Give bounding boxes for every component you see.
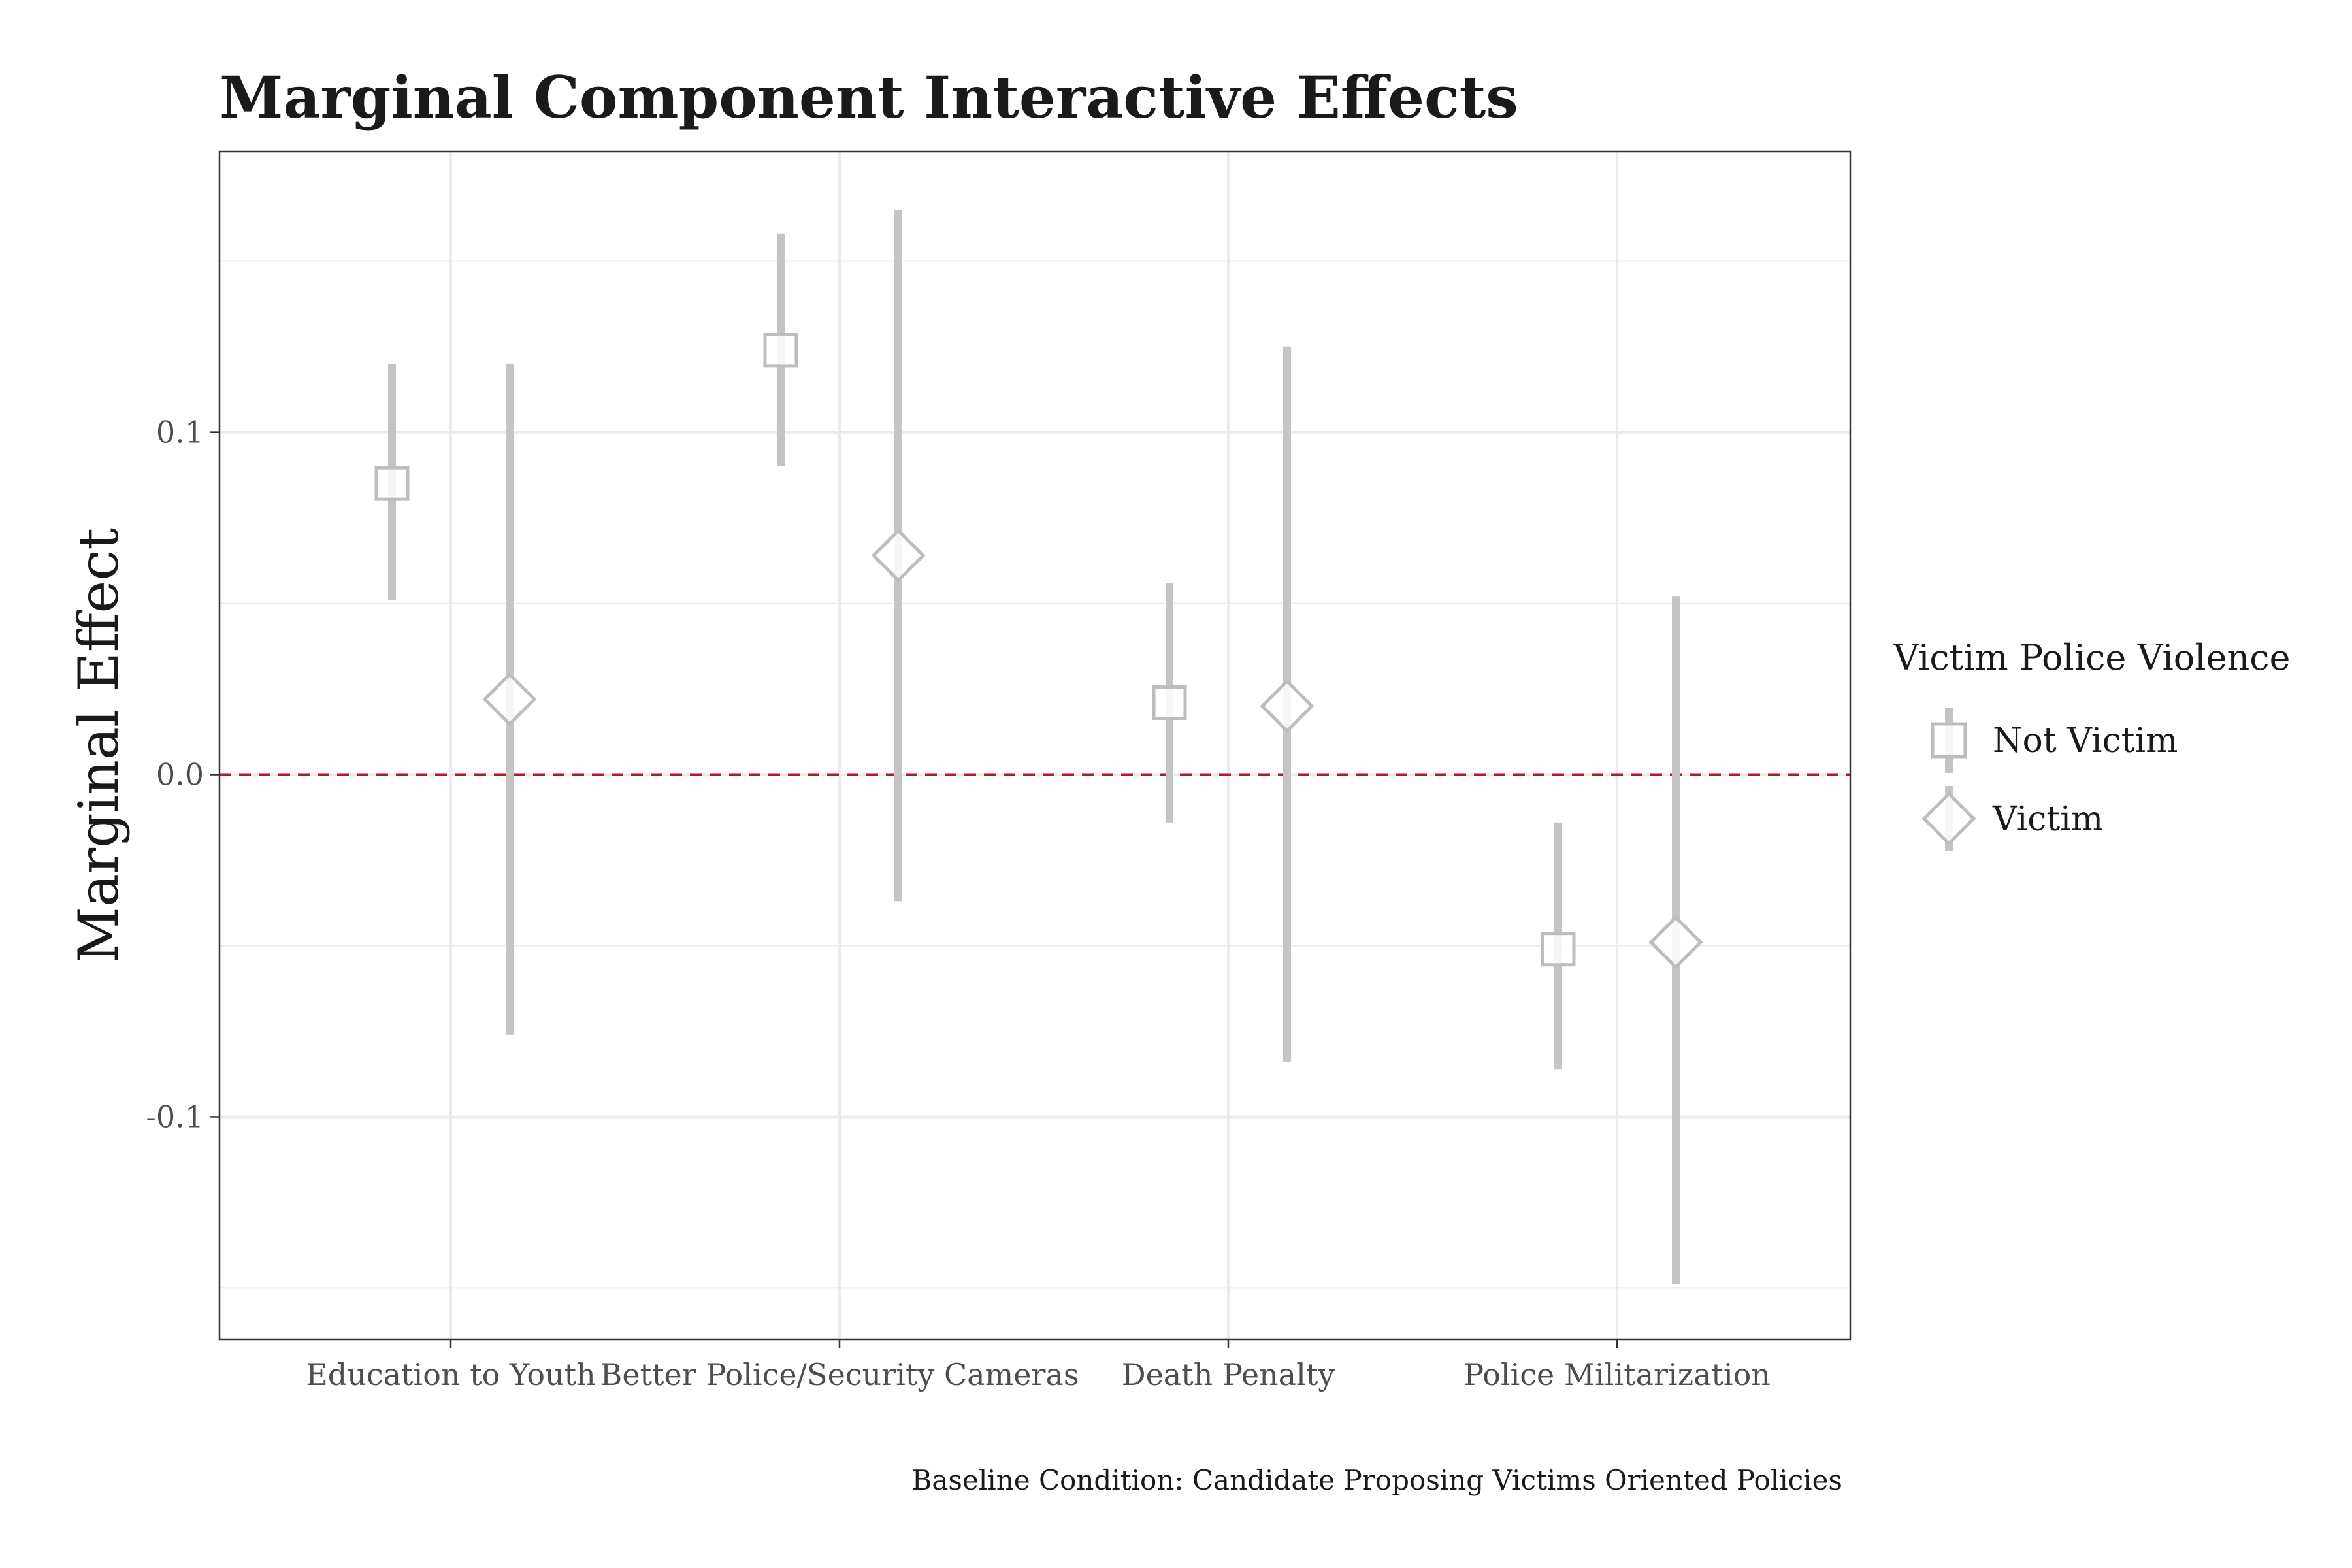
legend-label-1: Victim xyxy=(1992,800,2103,839)
point-0-2 xyxy=(1152,685,1187,721)
legend-key-marker-0 xyxy=(1931,722,1967,759)
legend-label-0: Not Victim xyxy=(1993,721,2178,760)
point-1-1 xyxy=(871,528,926,583)
plot-panel xyxy=(218,150,1852,1341)
x-tick-label-2: Death Penalty xyxy=(1122,1357,1335,1392)
grid xyxy=(220,152,1850,1339)
legend: Victim Police Violence Not Victim Victim xyxy=(1893,637,2291,851)
point-0-3 xyxy=(1541,932,1576,967)
point-1-2 xyxy=(1260,679,1315,734)
y-axis: -0.1 0.0 0.1 xyxy=(146,415,220,1134)
x-tick-label-1: Better Police/Security Cameras xyxy=(600,1357,1079,1392)
x-tick-label-0: Education to Youth xyxy=(306,1357,596,1392)
x-tick-label-3: Police Militarization xyxy=(1463,1357,1771,1392)
y-tick-label-2: 0.1 xyxy=(156,415,204,450)
legend-title: Victim Police Violence xyxy=(1893,637,2291,678)
x-axis: Education to Youth Better Police/Security… xyxy=(306,1339,1771,1392)
caption: Baseline Condition: Candidate Proposing … xyxy=(912,1464,1842,1496)
point-0-1 xyxy=(763,333,798,368)
y-tick-label-1: 0.0 xyxy=(156,757,204,792)
point-1-0 xyxy=(482,672,537,727)
point-0-0 xyxy=(374,466,410,501)
y-axis-label: Marginal Effect xyxy=(67,528,131,963)
chart-title: Marginal Component Interactive Effects xyxy=(220,63,1518,131)
point-1-3 xyxy=(1648,915,1703,970)
legend-key-marker-1 xyxy=(1921,791,1976,846)
y-tick-label-0: -0.1 xyxy=(146,1099,204,1134)
data-marks xyxy=(374,210,1703,1285)
